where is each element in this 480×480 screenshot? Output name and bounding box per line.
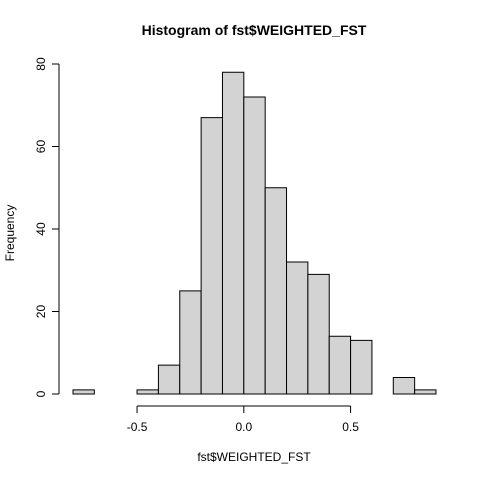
histogram-bar-8 xyxy=(244,97,265,394)
histogram-bar-5 xyxy=(180,291,201,394)
histogram-bar-12 xyxy=(329,336,350,394)
histogram-bar-10 xyxy=(287,262,308,394)
histogram-bar-0 xyxy=(73,390,94,394)
y-tick-label-0: 0 xyxy=(34,390,48,397)
x-tick-label-2: 0.5 xyxy=(342,420,359,434)
histogram-bar-16 xyxy=(415,390,436,394)
histogram-bar-3 xyxy=(137,390,158,394)
y-tick-label-2: 40 xyxy=(34,222,48,236)
y-axis-label: Frequency xyxy=(3,205,17,262)
histogram-bar-11 xyxy=(308,274,329,394)
chart-title: Histogram of fst$WEIGHTED_FST xyxy=(142,22,367,38)
histogram-bar-13 xyxy=(351,340,372,394)
x-tick-label-1: 0.0 xyxy=(235,420,252,434)
histogram-bar-7 xyxy=(222,72,243,394)
y-tick-label-4: 80 xyxy=(34,57,48,71)
histogram-bar-9 xyxy=(265,188,286,394)
x-tick-label-0: -0.5 xyxy=(127,420,148,434)
histogram-bar-4 xyxy=(158,365,179,394)
histogram-bar-6 xyxy=(201,118,222,394)
y-axis: 0 20 40 60 80 xyxy=(34,57,59,397)
histogram-bar-15 xyxy=(393,378,414,395)
y-tick-label-3: 60 xyxy=(34,140,48,154)
x-axis: -0.5 0.0 0.5 xyxy=(127,406,360,434)
x-axis-label: fst$WEIGHTED_FST xyxy=(197,450,311,464)
y-tick-label-1: 20 xyxy=(34,305,48,319)
histogram-bars xyxy=(73,72,436,394)
